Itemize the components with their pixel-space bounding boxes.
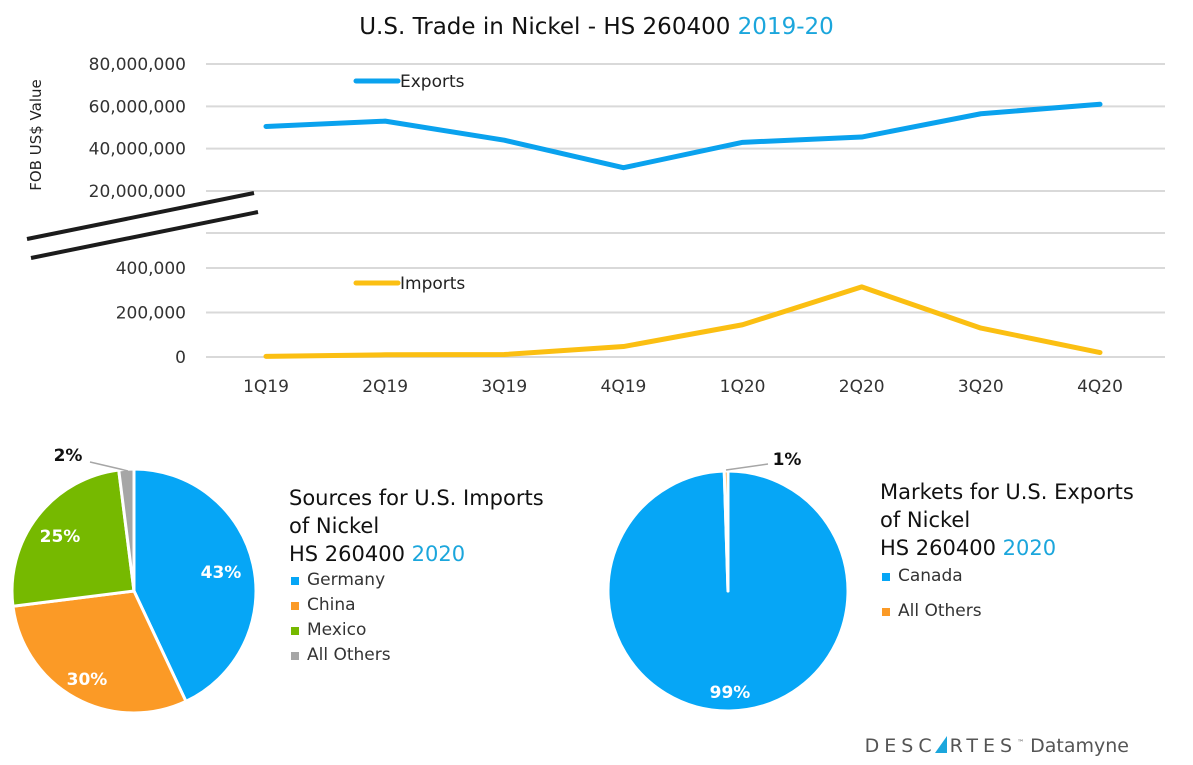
legend-label: Canada — [898, 566, 963, 586]
exports-pie-title-line: Markets for U.S. Exports — [880, 480, 1134, 504]
x-tick-label: 1Q19 — [243, 377, 289, 397]
pie-data-label: 25% — [40, 527, 81, 547]
pie-slice-mexico — [10, 468, 136, 608]
imports-pie-title-line: HS 260400 — [289, 542, 412, 566]
imports-pie-title-line: Sources for U.S. Imports — [289, 486, 544, 510]
line-chart: 20,000,000 40,000,000 60,000,000 80,000,000… — [26, 55, 1165, 397]
x-tick-label: 4Q20 — [1077, 377, 1123, 397]
legend-swatch — [291, 626, 299, 635]
leader-line — [89, 461, 129, 472]
y-tick-label: 40,000,000 — [89, 140, 186, 160]
legend-item-all-others: All Others — [289, 643, 544, 668]
pie-data-label: 30% — [67, 670, 108, 690]
series-line-exports — [263, 101, 1103, 171]
exports-pie-title-year: 2020 — [1002, 536, 1057, 560]
legend-label: Germany — [307, 570, 386, 590]
legend-swatch — [291, 651, 299, 660]
pie-data-label: 1% — [773, 450, 802, 470]
series-line-imports — [263, 284, 1103, 359]
legend-swatch — [291, 576, 299, 585]
pie-slice-china — [11, 589, 188, 715]
legend-swatch — [882, 607, 890, 616]
y-tick-label: 80,000,000 — [89, 55, 186, 75]
pie-slice-all-others — [117, 467, 136, 593]
imports-pie-legend: Sources for U.S. Imports of Nickel HS 26… — [289, 484, 544, 668]
legend-item-china: China — [289, 593, 544, 618]
legend-label-imports: Imports — [400, 274, 465, 294]
pie-slice-all-others — [722, 469, 730, 593]
imports-pie-title-line: of Nickel — [289, 514, 380, 538]
exports-pie-title: Markets for U.S. Exports of Nickel HS 26… — [880, 478, 1134, 562]
pie-data-label: 2% — [54, 446, 83, 466]
exports-pie-title-line: HS 260400 — [880, 536, 1003, 560]
leader-line — [725, 463, 769, 471]
x-tick-label: 1Q20 — [720, 377, 766, 397]
imports-pie-title: Sources for U.S. Imports of Nickel HS 26… — [289, 484, 544, 568]
chart-title-main: U.S. Trade in Nickel - HS 260400 — [359, 14, 738, 40]
exports-pie-title-line: of Nickel — [880, 508, 971, 532]
x-tick-label: 4Q19 — [601, 377, 647, 397]
y-tick-label: 400,000 — [116, 259, 186, 279]
imports-pie-title-year: 2020 — [411, 542, 466, 566]
x-tick-label: 3Q20 — [958, 377, 1004, 397]
x-tick-label: 2Q20 — [839, 377, 885, 397]
pie-data-label: 43% — [201, 563, 242, 583]
y-axis-label: FOB US$ Value — [27, 79, 45, 191]
imports-pie-chart: 43% 30% 25% 2% — [10, 446, 258, 715]
chart-title: U.S. Trade in Nickel - HS 260400 2019-20 — [0, 14, 1193, 40]
pie-data-label: 99% — [710, 683, 751, 703]
y-tick-label: 60,000,000 — [89, 97, 186, 117]
legend-label-exports: Exports — [400, 72, 465, 92]
legend-label: China — [307, 595, 356, 615]
x-tick-label: 2Q19 — [362, 377, 408, 397]
x-tick-label: 3Q19 — [481, 377, 527, 397]
logo-brand-part1: DESC — [864, 735, 937, 757]
legend-label: All Others — [898, 601, 982, 621]
chart-title-year: 2019-20 — [737, 14, 834, 40]
exports-pie-legend: Markets for U.S. Exports of Nickel HS 26… — [880, 478, 1134, 624]
logo-brand-part2: RTES — [949, 735, 1018, 757]
logo-trademark: ™ — [1017, 738, 1025, 747]
pie-slice-germany — [132, 467, 258, 703]
axis-break-marker — [26, 191, 259, 260]
legend-label: All Others — [307, 645, 391, 665]
logo-triangle-icon — [934, 736, 947, 753]
descartes-datamyne-logo: DESC RTES™ Datamyne — [865, 735, 1129, 757]
legend-item-germany: Germany — [289, 568, 544, 593]
y-tick-label: 20,000,000 — [89, 182, 186, 202]
legend-item-mexico: Mexico — [289, 618, 544, 643]
legend-item-canada: Canada — [880, 564, 1134, 589]
logo-suffix: Datamyne — [1030, 735, 1129, 757]
exports-pie-chart: 99% 1% — [606, 450, 850, 713]
legend-item-all-others: All Others — [880, 599, 1134, 624]
y-tick-label: 200,000 — [116, 304, 186, 324]
y-tick-label: 0 — [175, 348, 186, 368]
legend-label: Mexico — [307, 620, 367, 640]
legend-swatch — [291, 601, 299, 610]
legend-swatch — [882, 572, 890, 581]
